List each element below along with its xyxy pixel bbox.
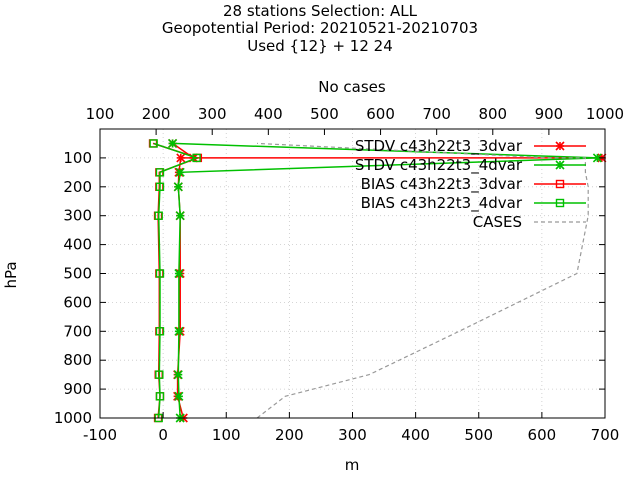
y-tick-label: 500 — [63, 265, 92, 283]
x2-tick-label: 1000 — [586, 105, 624, 123]
legend-label: STDV c43h22t3_3dvar — [355, 137, 523, 156]
series-3 — [149, 139, 201, 423]
data-point — [155, 327, 165, 336]
y-tick-label: 900 — [63, 380, 92, 398]
data-point — [149, 139, 158, 148]
data-point — [592, 153, 602, 163]
series-4 — [256, 142, 589, 419]
x-axis-label: m — [345, 456, 360, 474]
series-1 — [168, 138, 602, 423]
y-tick-label: 400 — [63, 236, 92, 254]
data-point — [174, 391, 184, 401]
x2-tick-label: 200 — [142, 105, 171, 123]
legend-marker — [555, 179, 565, 189]
y-tick-label: 600 — [63, 293, 92, 311]
plot-frame — [99, 128, 606, 419]
series-layer — [148, 138, 607, 423]
data-point — [175, 211, 185, 221]
legend-label: BIAS c43h22t3_3dvar — [361, 175, 523, 194]
legend-marker — [555, 198, 565, 208]
y-tick-label: 100 — [63, 149, 92, 167]
x-tick-label: 700 — [591, 426, 620, 444]
legend-marker — [555, 160, 565, 170]
axes: -100 0 100 200 300 400 500 600 700 100 200 300 400 50… — [54, 105, 624, 444]
x2-tick-label: 900 — [535, 105, 564, 123]
legend-marker — [555, 141, 565, 151]
data-point — [192, 153, 201, 163]
legend-label: STDV c43h22t3_4dvar — [355, 156, 523, 175]
x-tick-label: 400 — [401, 426, 430, 444]
x-tick-label: 300 — [338, 426, 367, 444]
title-line-3: Used {12} + 12 24 — [247, 37, 393, 55]
legend-label: CASES — [473, 213, 522, 231]
x2-tick-label: 700 — [422, 105, 451, 123]
x-tick-label: 600 — [528, 426, 557, 444]
y-tick-label: 700 — [63, 322, 92, 340]
data-point — [174, 326, 184, 336]
legend-label: BIAS c43h22t3_4dvar — [361, 194, 523, 213]
data-point — [154, 211, 163, 220]
data-point — [155, 182, 165, 192]
title-line-2: Geopotential Period: 20210521-20210703 — [162, 19, 478, 37]
x2-tick-label: 600 — [366, 105, 395, 123]
data-point — [168, 138, 178, 149]
x2-tick-label: 100 — [86, 105, 115, 123]
data-point — [155, 168, 165, 177]
x-tick-label: 0 — [158, 426, 168, 444]
chart-title: 28 stations Selection: ALL Geopotential … — [162, 2, 478, 55]
y-axis-label: hPa — [2, 261, 20, 288]
x-tick-label: 500 — [464, 426, 493, 444]
data-point — [155, 269, 165, 278]
data-point — [175, 167, 185, 177]
x-tick-label: 200 — [275, 426, 304, 444]
data-point — [155, 392, 165, 401]
x-tick-label: -100 — [83, 426, 117, 444]
y-tick-label: 800 — [63, 351, 92, 369]
data-point — [173, 370, 183, 380]
data-point — [176, 153, 186, 163]
y-tick-label: 1000 — [54, 409, 92, 427]
x-tick-label: 100 — [212, 426, 241, 444]
data-point — [173, 182, 183, 192]
y-tick-label: 200 — [63, 178, 92, 196]
y-tick-label: 300 — [63, 207, 92, 225]
x2-tick-label: 400 — [254, 105, 283, 123]
x2-tick-label: 800 — [478, 105, 507, 123]
x2-tick-label: 300 — [198, 105, 227, 123]
x2-axis-label: No cases — [318, 78, 386, 96]
title-line-1: 28 stations Selection: ALL — [223, 2, 418, 20]
x2-tick-label: 500 — [310, 105, 339, 123]
series-line — [172, 142, 598, 419]
data-point — [174, 268, 184, 279]
data-point — [155, 370, 164, 379]
series-2 — [148, 139, 203, 423]
series-line — [256, 142, 589, 419]
series-line — [153, 142, 199, 419]
